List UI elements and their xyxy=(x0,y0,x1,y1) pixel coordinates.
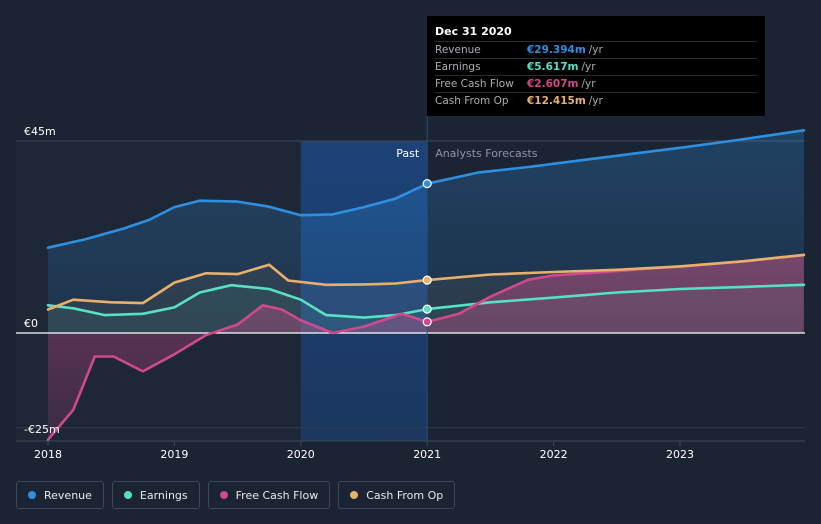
past-label: Past xyxy=(396,147,420,160)
cash-from-op-line xyxy=(46,253,806,311)
legend-item-revenue[interactable]: Revenue xyxy=(16,481,104,509)
tooltip-date: Dec 31 2020 xyxy=(435,25,512,38)
y-tick-label: -€25m xyxy=(24,423,60,436)
x-tick-label: 2023 xyxy=(666,448,694,461)
tooltip-label: Cash From Op xyxy=(435,95,509,107)
tooltip-label: Free Cash Flow xyxy=(435,78,514,90)
x-tick-label: 2019 xyxy=(160,448,188,461)
tooltip-value: €5.617m/yr xyxy=(527,61,596,73)
x-tick-label: 2020 xyxy=(287,448,315,461)
legend-label: Revenue xyxy=(44,488,92,502)
legend-label: Cash From Op xyxy=(366,488,444,502)
tooltip-row-free-cash-flow: Free Cash Flow €2.607m/yr xyxy=(435,75,757,93)
earnings-current-point xyxy=(422,304,432,314)
chart-legend: Revenue Earnings Free Cash Flow Cash Fro… xyxy=(16,481,456,509)
revenue-current-point xyxy=(422,179,432,189)
tooltip-row-revenue: Revenue €29.394m/yr xyxy=(435,41,757,59)
x-tick-label: 2018 xyxy=(34,448,62,461)
forecast-label: Analysts Forecasts xyxy=(435,147,538,160)
y-tick-label: €0 xyxy=(24,317,38,330)
free-cash-flow-line xyxy=(46,253,806,441)
tooltip-value: €12.415m/yr xyxy=(527,95,603,107)
legend-item-cash-from-op[interactable]: Cash From Op xyxy=(338,481,456,509)
x-tick-label: 2022 xyxy=(540,448,568,461)
tooltip-value: €2.607m/yr xyxy=(527,78,596,90)
free-cash-flow-current-point xyxy=(422,317,432,327)
tooltip-label: Revenue xyxy=(435,44,481,56)
legend-label: Earnings xyxy=(139,488,188,502)
earnings-line xyxy=(46,283,806,319)
free-cash-flow-area xyxy=(48,254,804,440)
tooltip-row-cash-from-op: Cash From Op €12.415m/yr xyxy=(435,92,757,110)
revenue-line xyxy=(46,129,806,249)
tooltip-label: Earnings xyxy=(435,61,481,73)
legend-item-earnings[interactable]: Earnings xyxy=(111,481,200,509)
y-tick-label: €45m xyxy=(24,125,56,138)
free-cash-flow-dot-icon xyxy=(219,491,228,499)
legend-label: Free Cash Flow xyxy=(235,488,319,502)
tooltip-value: €29.394m/yr xyxy=(527,44,603,56)
cash-from-op-current-point xyxy=(422,275,432,285)
x-tick-label: 2021 xyxy=(413,448,441,461)
earnings-dot-icon xyxy=(123,491,132,499)
tooltip-row-earnings: Earnings €5.617m/yr xyxy=(435,58,757,76)
tooltip-panel: Dec 31 2020 Revenue €29.394m/yr Earnings… xyxy=(427,16,765,116)
revenue-dot-icon xyxy=(28,491,36,499)
cash-from-op-dot-icon xyxy=(350,491,359,499)
legend-item-free-cash-flow[interactable]: Free Cash Flow xyxy=(207,481,331,509)
